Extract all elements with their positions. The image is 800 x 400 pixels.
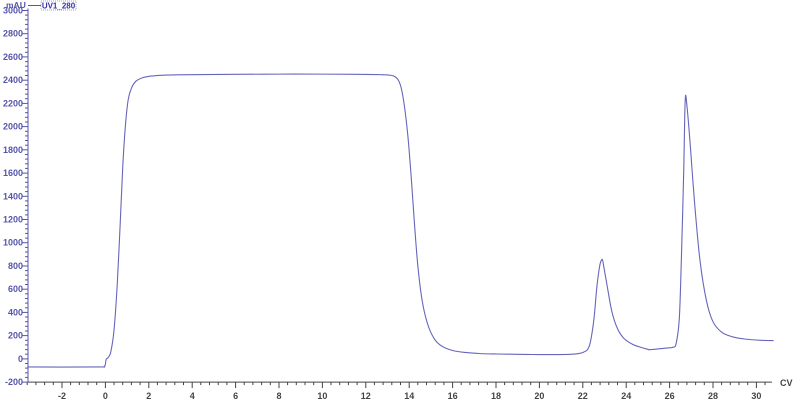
- svg-text:2600: 2600: [3, 52, 23, 62]
- svg-text:-2: -2: [58, 391, 66, 400]
- svg-text:600: 600: [8, 284, 23, 294]
- svg-text:6: 6: [233, 391, 238, 400]
- svg-text:1800: 1800: [3, 145, 23, 155]
- svg-text:mAU: mAU: [6, 0, 26, 10]
- svg-text:18: 18: [491, 391, 501, 400]
- svg-text:200: 200: [8, 331, 23, 341]
- svg-text:2000: 2000: [3, 122, 23, 132]
- svg-text:12: 12: [361, 391, 371, 400]
- svg-text:22: 22: [578, 391, 588, 400]
- svg-text:2800: 2800: [3, 29, 23, 39]
- svg-text:CV: CV: [780, 378, 793, 388]
- svg-text:1400: 1400: [3, 191, 23, 201]
- svg-text:0: 0: [103, 391, 108, 400]
- svg-text:2400: 2400: [3, 75, 23, 85]
- svg-text:24: 24: [621, 391, 631, 400]
- svg-text:10: 10: [317, 391, 327, 400]
- svg-text:26: 26: [665, 391, 675, 400]
- svg-text:0: 0: [18, 354, 23, 364]
- svg-text:28: 28: [708, 391, 718, 400]
- svg-text:UV1_280: UV1_280: [42, 2, 76, 11]
- svg-text:14: 14: [404, 391, 414, 400]
- svg-text:30: 30: [751, 391, 761, 400]
- svg-text:4: 4: [190, 391, 195, 400]
- svg-text:1600: 1600: [3, 168, 23, 178]
- svg-text:2200: 2200: [3, 98, 23, 108]
- svg-text:400: 400: [8, 307, 23, 317]
- svg-text:16: 16: [448, 391, 458, 400]
- svg-text:-200: -200: [5, 377, 23, 387]
- svg-text:1200: 1200: [3, 215, 23, 225]
- svg-text:8: 8: [276, 391, 281, 400]
- svg-text:1000: 1000: [3, 238, 23, 248]
- svg-text:800: 800: [8, 261, 23, 271]
- svg-text:2: 2: [146, 391, 151, 400]
- svg-text:20: 20: [534, 391, 544, 400]
